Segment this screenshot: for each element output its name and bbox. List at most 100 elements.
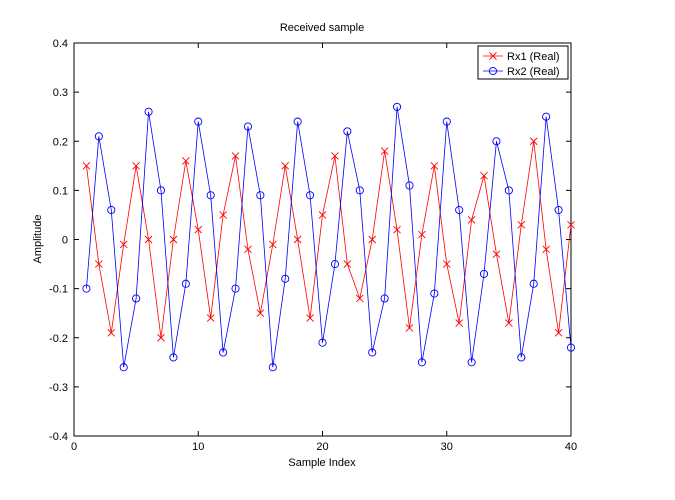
- data-point-circle-marker: [318, 338, 327, 347]
- data-point-x-marker: [368, 235, 377, 244]
- legend-label: Rx2 (Real): [507, 66, 560, 78]
- y-tick-label: 0.1: [53, 185, 68, 197]
- plot-area: [73, 42, 572, 437]
- data-point-circle-marker: [368, 348, 377, 357]
- data-point-x-marker: [231, 152, 240, 160]
- data-point-x-marker: [567, 220, 575, 229]
- data-point-x-marker: [492, 250, 501, 259]
- chart-title: Received sample: [280, 22, 364, 34]
- y-tick-label: -0.2: [49, 333, 68, 345]
- y-tick-label: 0.2: [53, 136, 68, 148]
- legend-label: Rx1 (Real): [507, 51, 560, 63]
- data-point-circle-marker: [566, 343, 576, 352]
- data-point-circle-marker: [479, 269, 489, 278]
- data-point-circle-marker: [293, 117, 302, 126]
- data-point-circle-marker: [181, 279, 190, 288]
- series-layer: [82, 102, 576, 372]
- data-point-x-marker: [331, 152, 339, 160]
- data-point-circle-marker: [256, 191, 265, 200]
- series-1: [82, 137, 575, 342]
- data-point-x-marker: [505, 319, 513, 327]
- data-point-circle-marker: [405, 181, 414, 190]
- data-point-x-marker: [430, 161, 439, 170]
- data-point-x-marker: [455, 319, 463, 327]
- data-point-circle-marker: [231, 284, 240, 293]
- data-point-circle-marker: [492, 137, 501, 146]
- x-tick-label: 0: [71, 441, 77, 453]
- data-point-x-marker: [405, 324, 414, 332]
- data-point-x-marker: [194, 225, 203, 234]
- data-point-circle-marker: [119, 363, 128, 372]
- y-tick-label: -0.3: [49, 382, 68, 394]
- data-point-circle-marker: [330, 260, 339, 269]
- x-tick-label: 40: [565, 441, 577, 453]
- data-point-x-marker: [268, 240, 277, 249]
- data-point-x-marker: [480, 171, 488, 180]
- data-point-circle-marker: [529, 279, 538, 288]
- series-2: [82, 102, 576, 372]
- data-point-x-marker: [281, 161, 290, 170]
- data-point-x-marker: [467, 216, 476, 224]
- y-axis-label: Amplitude: [32, 215, 44, 264]
- data-point-circle-marker: [380, 294, 389, 303]
- data-point-circle-marker: [169, 353, 178, 362]
- data-point-x-marker: [343, 260, 352, 268]
- data-point-x-marker: [318, 211, 327, 219]
- data-point-circle-marker: [194, 117, 203, 126]
- data-point-circle-marker: [343, 127, 352, 136]
- data-point-x-marker: [244, 245, 252, 254]
- data-point-x-marker: [144, 235, 153, 244]
- data-point-circle-marker: [94, 132, 103, 141]
- data-point-circle-marker: [430, 289, 439, 298]
- data-point-circle-marker: [355, 186, 364, 195]
- data-point-x-marker: [306, 314, 314, 322]
- data-point-x-marker: [554, 329, 563, 337]
- y-tick-label: 0: [62, 235, 68, 247]
- data-point-x-marker: [182, 157, 190, 165]
- data-point-circle-marker: [219, 348, 228, 357]
- data-point-circle-marker: [107, 205, 116, 215]
- data-point-circle-marker: [156, 186, 166, 195]
- data-point-x-marker: [157, 333, 165, 342]
- data-point-x-marker: [95, 260, 103, 268]
- data-point-x-marker: [132, 161, 140, 170]
- series-line: [86, 141, 572, 338]
- data-point-circle-marker: [467, 358, 476, 367]
- y-tick-label: 0.4: [53, 38, 68, 50]
- data-point-circle-marker: [542, 112, 551, 121]
- data-point-x-marker: [418, 230, 426, 239]
- series-line: [86, 106, 572, 368]
- y-tick-label: -0.4: [49, 431, 68, 443]
- legend-x-marker: [489, 52, 497, 60]
- data-point-x-marker: [380, 147, 389, 155]
- data-point-circle-marker: [455, 205, 464, 215]
- legend-box: [477, 45, 569, 80]
- data-point-x-marker: [169, 235, 178, 244]
- axis-ticks: 0 10 20 30 40 -0.4 -0.3 -0.2 -0.1 0 0.1 0.2 0.3 0.4: [49, 38, 577, 453]
- data-point-circle-marker: [206, 191, 215, 200]
- data-point-circle-marker: [306, 191, 315, 200]
- x-tick-label: 30: [441, 441, 453, 453]
- data-point-x-marker: [442, 260, 451, 268]
- legend-circle-marker: [488, 66, 498, 76]
- data-point-x-marker: [293, 235, 302, 244]
- data-point-x-marker: [206, 314, 215, 322]
- data-point-x-marker: [219, 211, 227, 219]
- data-point-x-marker: [107, 329, 116, 337]
- data-point-x-marker: [355, 294, 364, 303]
- data-point-circle-marker: [554, 205, 563, 215]
- data-point-circle-marker: [268, 363, 277, 372]
- data-point-x-marker: [542, 245, 550, 254]
- y-tick-label: -0.1: [49, 284, 68, 296]
- data-point-circle-marker: [504, 186, 513, 195]
- data-point-x-marker: [119, 240, 128, 249]
- data-point-circle-marker: [417, 358, 426, 367]
- data-point-x-marker: [256, 309, 265, 318]
- data-point-x-marker: [529, 137, 538, 146]
- data-point-circle-marker: [132, 294, 141, 303]
- y-tick-label: 0.3: [53, 87, 68, 99]
- x-tick-label: 10: [192, 441, 204, 453]
- data-point-circle-marker: [517, 353, 526, 362]
- x-tick-label: 20: [316, 441, 328, 453]
- data-point-circle-marker: [243, 122, 252, 131]
